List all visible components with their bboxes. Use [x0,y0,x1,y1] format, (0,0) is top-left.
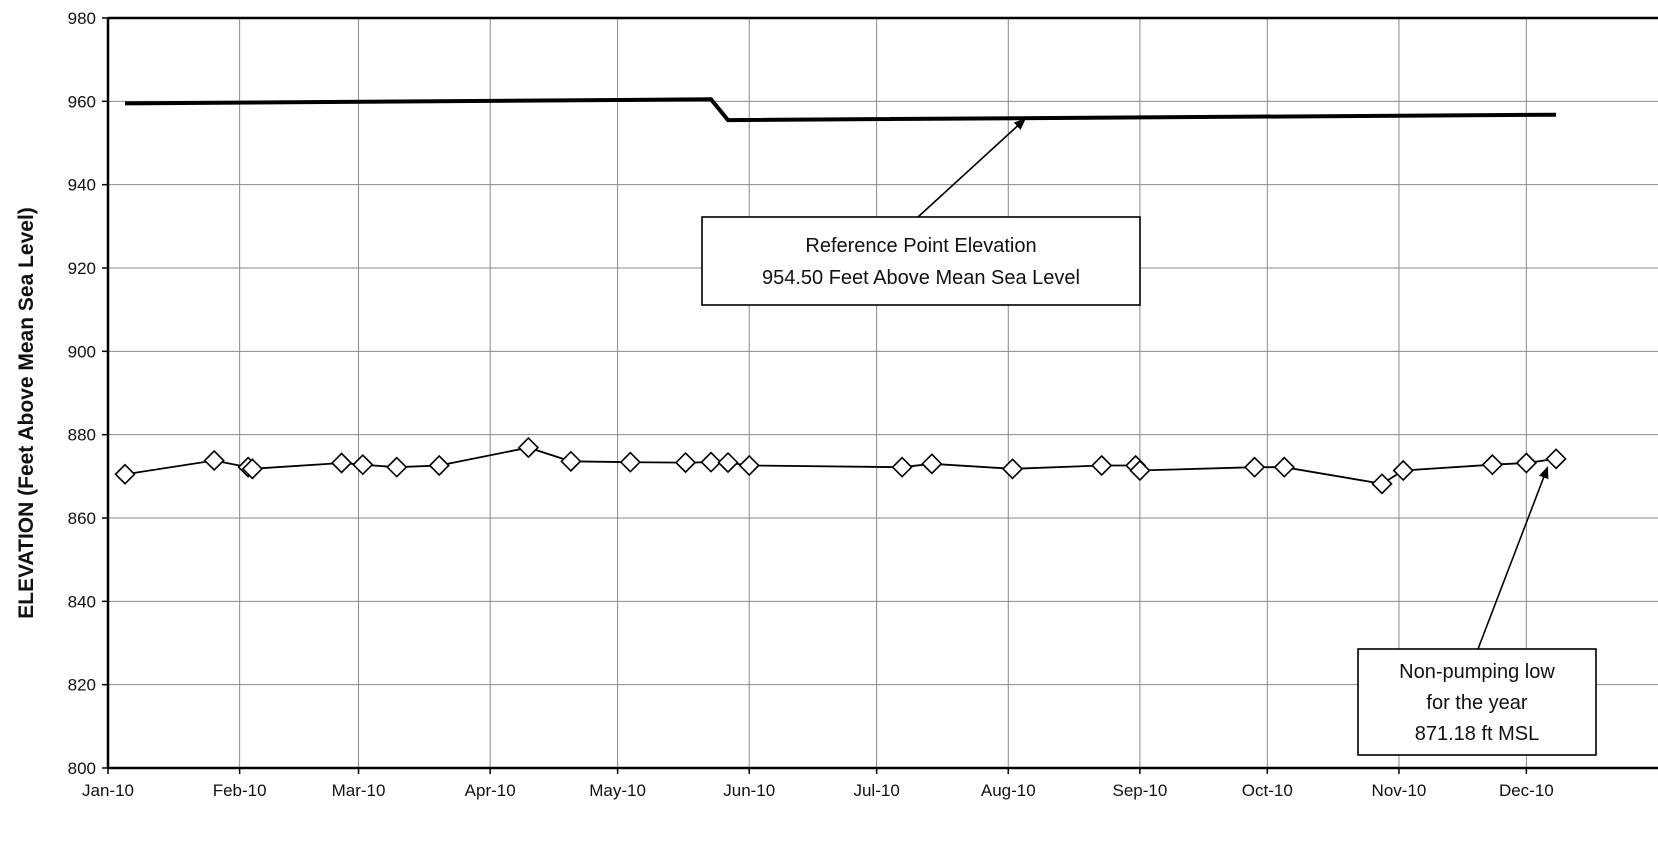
grid [108,17,1658,769]
data-point-diamond [738,454,760,477]
callout-2: Non-pumping low for the year 871.18 ft MSL [1357,466,1597,756]
callout-arrow [917,118,1026,218]
callout-text: for the year [1426,692,1528,714]
y-axis-ticks: 800 820 840 860 880 900 920 940 960 980 [68,9,108,778]
callout-1: Reference Point Elevation 954.50 Feet Abo… [701,118,1141,306]
callout-text: Reference Point Elevation [805,235,1036,257]
data-point-diamond [1129,459,1151,482]
series-group [114,97,1567,495]
data-point-diamond [674,451,697,474]
x-tick-label: Dec-10 [1499,781,1554,800]
x-tick-label: Apr-10 [465,781,516,800]
y-tick-label: 880 [68,426,96,445]
data-point-diamond [619,451,641,473]
data-point-diamond [1392,459,1414,482]
x-axis-ticks: Jan-10 Feb-10 Mar-10 Apr-10 May-10 Jun-10 Jul-… [82,768,1554,800]
data-point-diamond [1243,456,1266,478]
data-point-diamond [203,449,225,472]
callout-box [1357,648,1597,756]
y-tick-label: 820 [68,676,96,695]
data-point-diamond [1371,473,1393,495]
x-tick-label: Sep-10 [1113,781,1168,800]
y-tick-label: 940 [68,176,96,195]
callout-text: Non-pumping low [1399,661,1555,683]
y-tick-label: 980 [68,9,96,28]
data-point-diamond [1545,448,1567,470]
data-point-diamond [428,454,450,477]
callout-text: 954.50 Feet Above Mean Sea Level [762,267,1080,289]
callout-box [701,216,1141,306]
data-point-diamond [717,451,739,474]
data-point-diamond [517,436,540,459]
x-tick-label: Oct-10 [1242,781,1293,800]
y-tick-label: 840 [68,592,96,611]
reference-elevation-line [124,97,1557,123]
y-axis-label: ELEVATION (Feet Above Mean Sea Level) [15,207,38,619]
y-tick-label: 900 [68,342,96,361]
x-tick-label: May-10 [589,781,646,800]
y-tick-label: 860 [68,509,96,528]
data-point-diamond [1001,458,1024,480]
x-tick-label: Feb-10 [213,781,267,800]
x-tick-label: Nov-10 [1372,781,1427,800]
data-point-diamond [891,456,913,478]
water-level-line [124,446,1557,485]
data-point-diamond [330,452,353,474]
data-point-diamond [1091,454,1113,477]
x-tick-label: Jan-10 [82,781,134,800]
data-point-diamond [1273,456,1295,478]
y-tick-label: 960 [68,92,96,111]
x-tick-label: Jun-10 [723,781,775,800]
y-tick-label: 920 [68,259,96,278]
data-point-diamond [560,450,582,472]
data-point-diamond [114,463,136,485]
data-point-diamond [1481,454,1504,476]
data-point-diamond [921,453,943,475]
data-point-diamond [386,456,408,478]
data-point-diamond [352,454,374,476]
data-point-diamond [1515,452,1537,474]
data-point-diamond [241,458,264,480]
x-tick-label: Mar-10 [332,781,386,800]
x-tick-label: Jul-10 [853,781,899,800]
y-tick-label: 800 [68,759,96,778]
x-tick-label: Aug-10 [981,781,1036,800]
callout-text: 871.18 ft MSL [1415,723,1540,745]
data-point-diamond [700,451,722,473]
annotation-group: Reference Point Elevation 954.50 Feet Abo… [701,118,1597,756]
callout-arrow [1477,466,1549,650]
